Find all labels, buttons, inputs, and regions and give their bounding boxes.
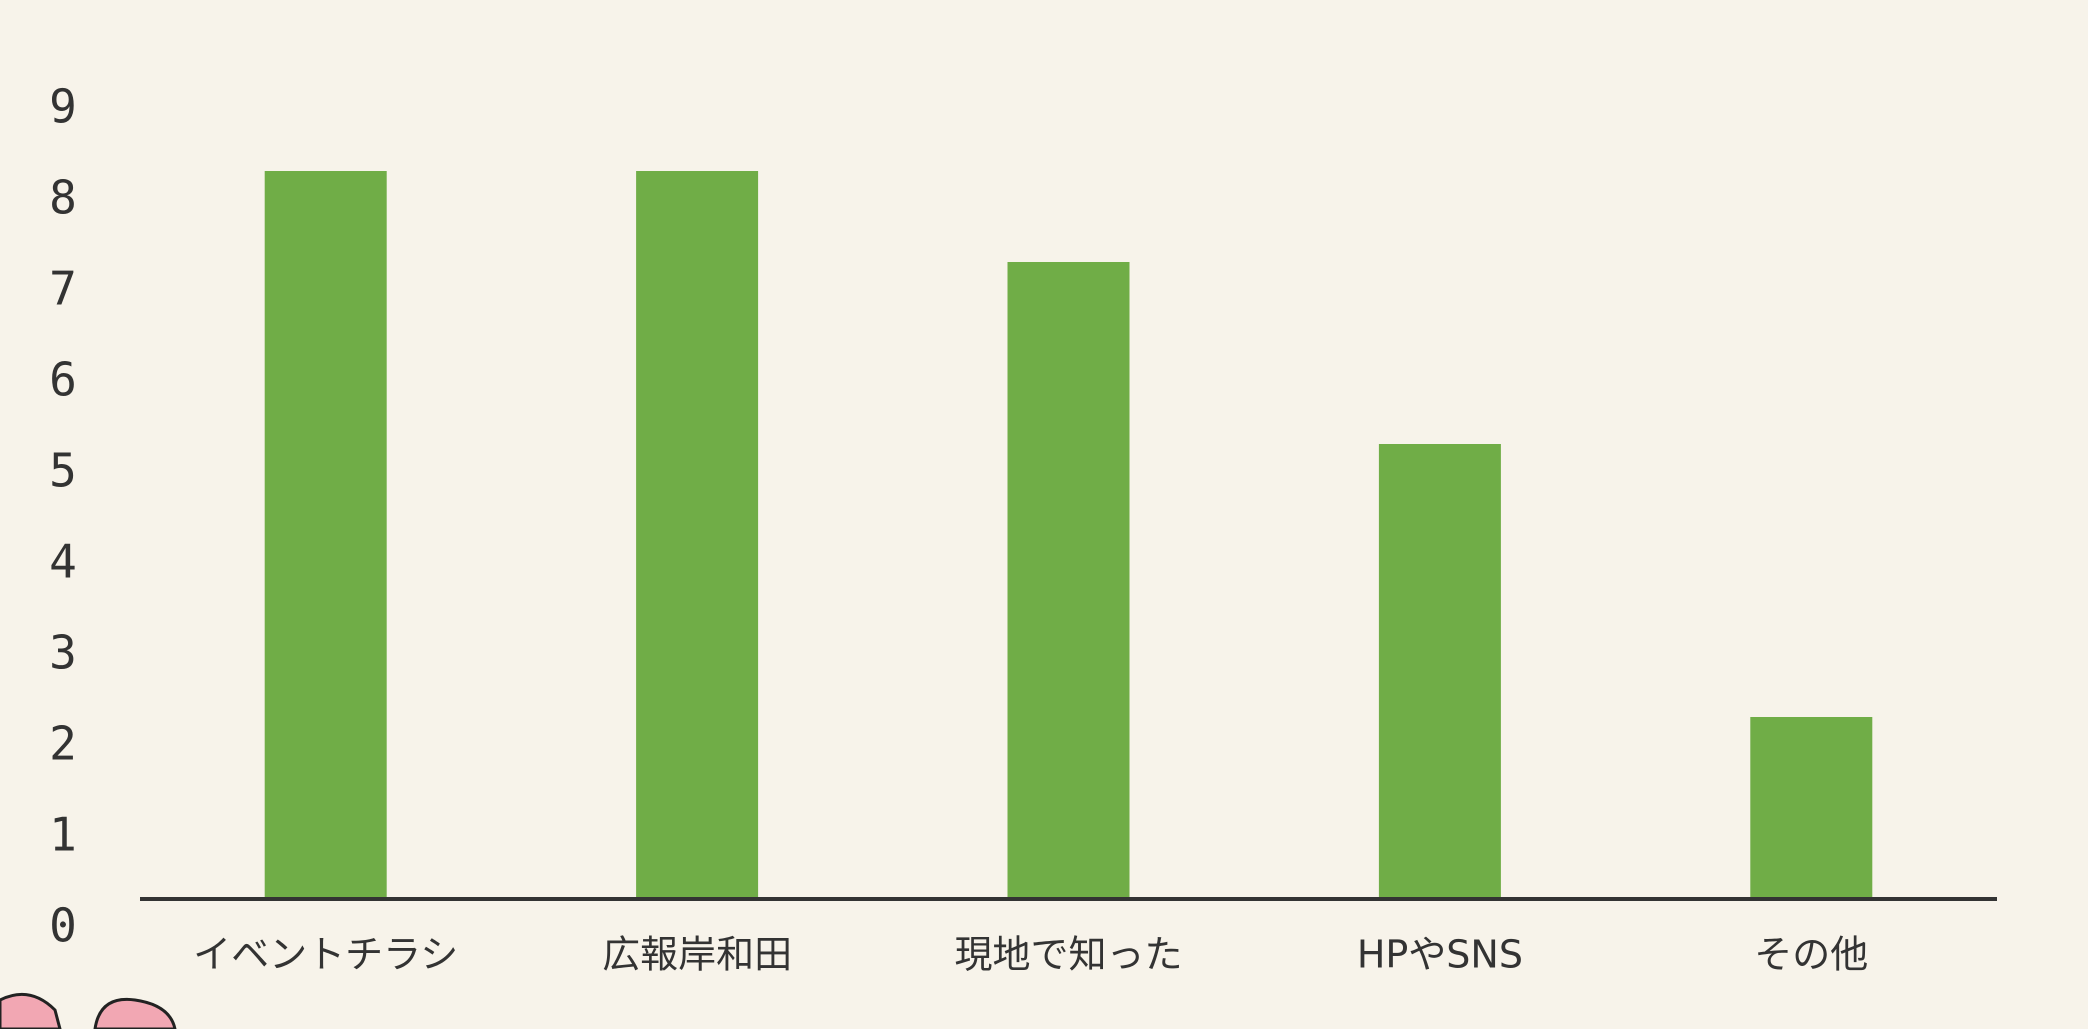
bar bbox=[636, 171, 758, 899]
page: 0123456789イベントチラシ広報岸和田現地で知ったHPやSNSその他 ((… bbox=[0, 0, 2088, 1029]
y-tick-label: 9 bbox=[49, 80, 77, 134]
y-tick-label: 8 bbox=[49, 171, 77, 225]
chart: 0 1 2 3 4 5 6 7 8 9 イベントチラシ 広報岸和田 現地で知った HPやSNS その他 bbox=[0, 0, 2088, 1029]
y-tick-label: 6 bbox=[49, 353, 77, 407]
y-tick-label: 3 bbox=[49, 626, 77, 680]
y-tick-label: 0 bbox=[49, 899, 77, 953]
y-tick-label: 5 bbox=[49, 444, 77, 498]
x-tick-label: HPやSNS bbox=[1357, 933, 1523, 977]
bar bbox=[265, 171, 387, 899]
bar bbox=[1750, 717, 1872, 899]
y-tick-label: 7 bbox=[49, 262, 77, 316]
x-tick-label: その他 bbox=[1754, 933, 1868, 977]
bar bbox=[1379, 444, 1501, 899]
x-tick-label: イベントチラシ bbox=[193, 933, 458, 977]
x-tick-label: 広報岸和田 bbox=[602, 933, 792, 977]
y-tick-label: 2 bbox=[49, 717, 77, 771]
bar bbox=[1008, 262, 1130, 899]
y-tick-label: 4 bbox=[49, 535, 77, 589]
x-tick-label: 現地で知った bbox=[954, 933, 1182, 977]
y-tick-label: 1 bbox=[49, 808, 77, 862]
